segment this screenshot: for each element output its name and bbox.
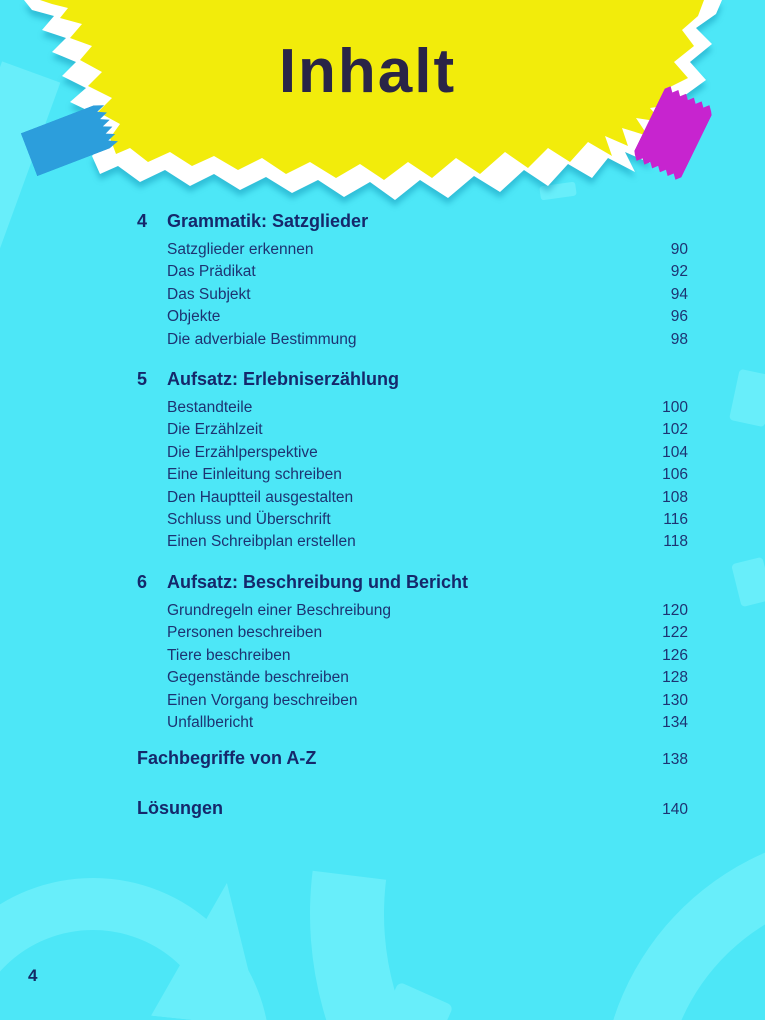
toc-entry-page: 98 [670, 330, 688, 348]
toc-entry: Den Hauptteil ausgestalten 108 [137, 487, 688, 509]
toc-entry: Bestandteile 100 [137, 397, 688, 419]
toc-section: 4 Grammatik: Satzglieder Satzglieder erk… [137, 209, 688, 351]
section-heading: 4 Grammatik: Satzglieder [137, 209, 688, 233]
toc-entry-title: Den Hauptteil ausgestalten [167, 488, 354, 506]
toc-entry-page: 96 [670, 308, 688, 326]
section-heading: 5 Aufsatz: Erlebniserzählung [137, 367, 688, 391]
section-heading: 6 Aufsatz: Beschreibung und Bericht [137, 570, 688, 594]
toc-entry: Gegenstände beschreiben 128 [137, 667, 688, 689]
toc-entry-title: Die adverbiale Bestimmung [167, 330, 357, 348]
toc-entry: Das Prädikat 92 [137, 261, 688, 283]
toc-entry: Personen beschreiben 122 [137, 622, 688, 644]
toc-entry-title: Einen Vorgang beschreiben [167, 691, 358, 709]
toc-entry-title: Satzglieder erkennen [167, 241, 314, 258]
table-of-contents: 4 Grammatik: Satzglieder Satzglieder erk… [137, 200, 688, 820]
toc-entry-title: Schluss und Überschrift [167, 511, 331, 529]
toc-extra-entry: Fachbegriffe von A-Z 138 [137, 746, 688, 770]
toc-entry-title: Gegenstände beschreiben [167, 669, 349, 687]
toc-entry: Das Subjekt 94 [137, 284, 688, 306]
toc-entry: Satzglieder erkennen 90 [137, 239, 688, 261]
toc-entry: Tiere beschreiben 126 [137, 645, 688, 667]
toc-extra-title: Lösungen [137, 798, 223, 819]
toc-entry-page: 104 [662, 443, 688, 461]
toc-entry-page: 126 [662, 646, 688, 664]
toc-section: 5 Aufsatz: Erlebniserzählung Bestandteil… [137, 367, 688, 554]
toc-entry-page: 106 [662, 466, 688, 484]
decor-patch [728, 368, 765, 428]
section-title: Aufsatz: Erlebniserzählung [167, 369, 400, 390]
toc-entry: Grundregeln einer Beschreibung 120 [137, 600, 688, 622]
toc-entry-page: 118 [663, 533, 688, 551]
toc-entry-title: Personen beschreiben [167, 624, 323, 642]
toc-entry: Objekte 96 [137, 306, 688, 328]
toc-entry-page: 100 [662, 399, 688, 417]
section-title: Grammatik: Satzglieder [167, 211, 369, 231]
footer-page-number: 4 [28, 966, 38, 985]
toc-section: 6 Aufsatz: Beschreibung und Bericht Grun… [137, 570, 688, 734]
toc-entry-page: 116 [663, 511, 688, 529]
section-title: Aufsatz: Beschreibung und Bericht [167, 571, 469, 592]
toc-entry-page: 92 [670, 263, 688, 281]
toc-entry-page: 94 [670, 285, 688, 303]
toc-entry-title: Unfallbericht [167, 713, 254, 731]
toc-entry-page: 128 [662, 669, 688, 687]
section-number: 6 [137, 571, 148, 592]
toc-entry-title: Tiere beschreiben [167, 646, 291, 664]
toc-extra-entry: Lösungen 140 [137, 796, 688, 820]
toc-entry: Die Erzählperspektive 104 [137, 442, 688, 464]
toc-entry-title: Einen Schreibplan erstellen [167, 533, 356, 551]
section-number: 5 [137, 369, 148, 390]
toc-entry-title: Die Erzählperspektive [167, 443, 318, 461]
toc-entry-page: 122 [662, 624, 688, 642]
page-title: Inhalt [278, 37, 457, 106]
toc-entry-title: Das Subjekt [167, 285, 251, 303]
toc-entry-title: Bestandteile [167, 399, 253, 417]
toc-extra-page: 140 [662, 801, 688, 819]
toc-entry-page: 108 [662, 488, 688, 506]
toc-entry-page: 90 [670, 241, 688, 258]
banner: Inhalt [0, 0, 765, 215]
toc-entry: Einen Vorgang beschreiben 130 [137, 690, 688, 712]
toc-entry-page: 130 [662, 691, 688, 709]
toc-entry: Die adverbiale Bestimmung 98 [137, 329, 688, 351]
toc-entry: Die Erzählzeit 102 [137, 419, 688, 441]
toc-entry-title: Grundregeln einer Beschreibung [167, 601, 392, 619]
toc-entry-title: Die Erzählzeit [167, 421, 263, 439]
toc-entry-page: 102 [662, 421, 688, 439]
toc-entry: Unfallbericht 134 [137, 712, 688, 734]
toc-entry: Einen Schreibplan erstellen 118 [137, 531, 688, 553]
toc-entry-title: Objekte [167, 308, 221, 326]
toc-extra-page: 138 [662, 751, 688, 769]
toc-extra-title: Fachbegriffe von A-Z [137, 748, 317, 769]
toc-entry-title: Das Prädikat [167, 263, 256, 281]
toc-entry-page: 120 [662, 601, 688, 619]
section-number: 4 [137, 211, 148, 231]
toc-entry: Schluss und Überschrift 116 [137, 509, 688, 531]
toc-entry-title: Eine Einleitung schreiben [167, 466, 342, 484]
toc-entry-page: 134 [662, 713, 688, 731]
toc-entry: Eine Einleitung schreiben 106 [137, 464, 688, 486]
